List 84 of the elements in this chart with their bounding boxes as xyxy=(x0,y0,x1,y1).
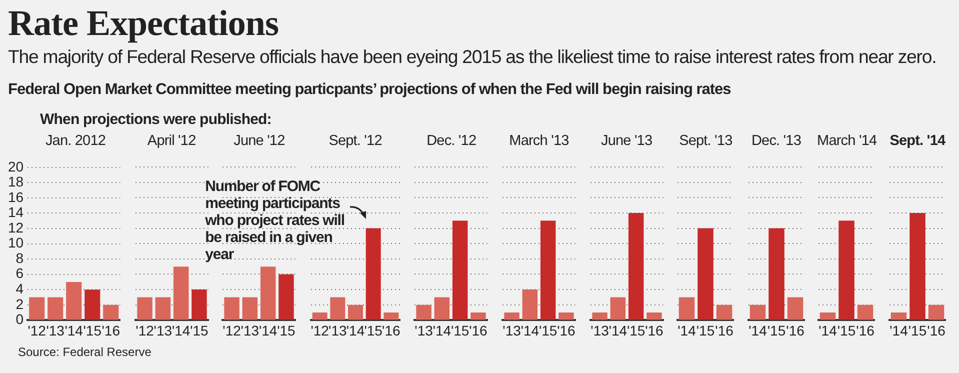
y-tick-label: 20 xyxy=(8,158,24,174)
y-tick-label: 4 xyxy=(16,280,24,296)
y-tick-label: 8 xyxy=(16,250,24,266)
bar xyxy=(312,312,328,320)
x-tick-label: '15 xyxy=(83,322,102,338)
chart-title: April '12 xyxy=(146,133,197,151)
source-note: Source: Federal Reserve xyxy=(18,345,152,359)
x-tick-label: '14 xyxy=(608,322,627,338)
x-tick-label: '13 xyxy=(46,322,65,338)
x-tick-label: '13 xyxy=(502,322,522,338)
y-tick-label: 14 xyxy=(8,204,24,220)
bar xyxy=(366,228,381,320)
x-tick-label: '16 xyxy=(786,322,804,338)
x-tick-label: '15 xyxy=(538,322,558,338)
chart-title: Sept. '14 xyxy=(888,133,946,151)
y-tick-label: 12 xyxy=(8,219,24,236)
chart-title: Dec. '12 xyxy=(426,133,478,151)
bar xyxy=(48,297,64,320)
x-tick-label: '14 xyxy=(678,322,696,338)
bar xyxy=(470,312,486,320)
x-tick-label: '16 xyxy=(644,322,664,338)
x-tick-label: '14 xyxy=(748,322,767,338)
x-tick-label: '15 xyxy=(451,322,470,338)
bar xyxy=(434,297,450,320)
x-tick-label: '14 xyxy=(520,322,540,338)
chart-title: Jan. 2012 xyxy=(44,133,107,151)
y-tick-label: 18 xyxy=(8,174,24,190)
bar xyxy=(29,297,45,320)
chart-title: March '14 xyxy=(816,133,878,151)
text: Rate Expectations xyxy=(8,2,278,44)
x-tick-label: '15 xyxy=(364,322,382,338)
bar xyxy=(452,220,468,320)
x-tick-label: '12 xyxy=(310,322,329,338)
x-tick-label: '14 xyxy=(346,322,365,338)
bar xyxy=(103,304,119,320)
bar xyxy=(383,312,398,320)
chart-title: Sept. '13 xyxy=(678,133,734,151)
x-tick-label: '15 xyxy=(277,322,296,338)
x-tick-label: '13 xyxy=(153,322,172,338)
x-tick-label: '15 xyxy=(908,322,927,338)
x-tick-label: '15 xyxy=(626,322,645,338)
y-tick-label: 2 xyxy=(16,296,24,312)
x-tick-label: '16 xyxy=(927,322,946,338)
x-tick-label: '16 xyxy=(557,322,576,338)
x-tick-label: '13 xyxy=(328,322,347,338)
x-tick-label: '16 xyxy=(382,322,400,338)
text: The majority of Federal Reserve officials have been eyeing 2015 as the likeliest time to raise interest rates from near zero. xyxy=(8,46,936,68)
x-tick-label: '14 xyxy=(890,322,908,338)
bar xyxy=(66,282,82,320)
x-tick-label: '14 xyxy=(64,322,84,338)
chart-title: June '13 xyxy=(600,133,654,151)
bar xyxy=(416,304,432,320)
bar xyxy=(84,290,100,320)
chart-title: March '13 xyxy=(508,133,570,151)
x-tick-label: '15 xyxy=(838,322,856,338)
x-tick-label: '14 xyxy=(259,322,278,338)
x-tick-label: '14 xyxy=(172,322,190,338)
text: Federal Open Market Committee meeting particpants’ projections of when the Fed will begin raising rates xyxy=(8,81,731,99)
x-tick-label: '12 xyxy=(28,322,46,338)
x-tick-label: '16 xyxy=(856,322,875,338)
x-tick-label: '13 xyxy=(415,322,434,338)
chart-title: Dec. '13 xyxy=(750,133,802,151)
y-tick-label: 16 xyxy=(8,188,24,205)
x-tick-label: '15 xyxy=(190,322,208,338)
y-tick-label: 6 xyxy=(16,265,24,282)
x-tick-label: '15 xyxy=(767,322,786,338)
x-tick-label: '13 xyxy=(240,322,260,338)
x-tick-label: '16 xyxy=(715,322,734,338)
x-tick-label: '15 xyxy=(696,322,715,338)
x-tick-label: '13 xyxy=(590,322,609,338)
chart-title: Sept. '12 xyxy=(328,133,383,151)
x-tick-label: '16 xyxy=(102,322,120,338)
text: When projections were published: xyxy=(40,111,272,128)
x-tick-label: '12 xyxy=(222,322,242,338)
y-tick-label: 10 xyxy=(8,234,24,251)
x-tick-label: '14 xyxy=(433,322,452,338)
y-tick-label: 0 xyxy=(16,311,24,328)
bar xyxy=(348,304,363,320)
annotation: Number of FOMC meeting participants who project rates will be raised in a given year xyxy=(205,178,346,264)
x-tick-label: '16 xyxy=(469,322,488,338)
x-tick-label: '14 xyxy=(818,322,838,338)
chart-title: June '12 xyxy=(232,133,286,151)
bar xyxy=(330,297,345,320)
x-tick-label: '12 xyxy=(135,322,154,338)
